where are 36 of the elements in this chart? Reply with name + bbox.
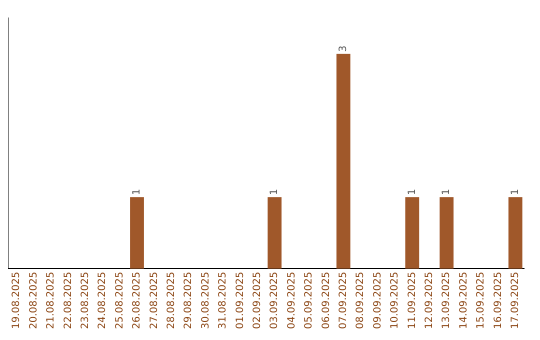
x-tick-label: 17.09.2025 — [510, 272, 521, 330]
x-tick-label: 15.09.2025 — [476, 272, 487, 330]
x-tick-label: 11.09.2025 — [406, 272, 418, 330]
x-tick-label: 25.08.2025 — [114, 272, 126, 330]
x-tick-label: 03.09.2025 — [269, 272, 280, 330]
data-label: 1 — [269, 188, 280, 196]
x-tick-label: 27.08.2025 — [148, 272, 160, 330]
x-tick-label: 24.08.2025 — [97, 272, 108, 330]
x-tick-label: 26.08.2025 — [132, 272, 143, 330]
x-tick-label: 31.08.2025 — [218, 272, 229, 330]
data-label: 1 — [406, 188, 418, 196]
x-tick-label: 09.09.2025 — [372, 272, 384, 330]
x-tick-label: 05.09.2025 — [304, 272, 315, 330]
data-label: 1 — [132, 188, 143, 196]
x-tick-label: 08.09.2025 — [355, 272, 366, 330]
x-tick-label: 29.08.2025 — [183, 272, 194, 330]
x-tick-label: 22.08.2025 — [62, 272, 74, 330]
x-tick-label: 30.08.2025 — [200, 272, 212, 330]
x-tick-label: 06.09.2025 — [320, 272, 332, 330]
x-tick-label: 07.09.2025 — [338, 272, 349, 330]
x-tick-label: 20.08.2025 — [28, 272, 40, 330]
x-tick-label: 16.09.2025 — [492, 272, 504, 330]
x-tick-label: 21.08.2025 — [46, 272, 57, 330]
x-tick-label: 04.09.2025 — [286, 272, 298, 330]
x-tick-label: 28.08.2025 — [166, 272, 177, 330]
x-tick-label: 01.09.2025 — [234, 272, 246, 330]
x-tick-label: 14.09.2025 — [458, 272, 470, 330]
x-tick-label: 13.09.2025 — [441, 272, 452, 330]
x-tick-label: 23.08.2025 — [80, 272, 91, 330]
x-tick-label: 19.08.2025 — [11, 272, 22, 330]
data-label: 3 — [338, 45, 349, 52]
x-tick-label: 02.09.2025 — [252, 272, 263, 330]
data-label: 1 — [441, 188, 452, 196]
x-tick-label: 12.09.2025 — [424, 272, 435, 330]
data-label: 1 — [510, 188, 521, 196]
x-tick-label: 10.09.2025 — [390, 272, 401, 330]
